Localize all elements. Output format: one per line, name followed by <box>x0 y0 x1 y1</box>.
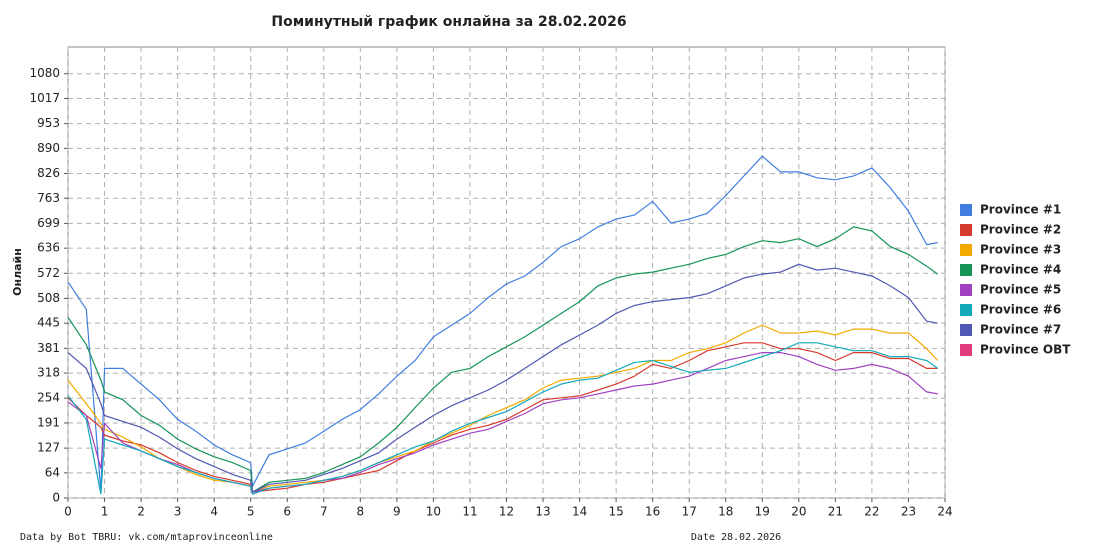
x-tick-label: 13 <box>535 505 550 519</box>
y-tick-label: 191 <box>37 415 60 429</box>
y-tick-label: 127 <box>37 441 60 455</box>
y-tick-label: 381 <box>37 341 60 355</box>
x-tick-label: 1 <box>101 505 109 519</box>
y-tick-label: 826 <box>37 166 60 180</box>
chart-title: Поминутный график онлайна за 28.02.2026 <box>271 14 626 30</box>
legend-swatch <box>960 244 972 256</box>
x-tick-label: 4 <box>210 505 218 519</box>
legend-label: Province #3 <box>980 243 1061 257</box>
legend-swatch <box>960 204 972 216</box>
x-tick-label: 16 <box>645 505 660 519</box>
x-tick-label: 19 <box>755 505 770 519</box>
legend-swatch <box>960 304 972 316</box>
legend-swatch <box>960 264 972 276</box>
x-tick-label: 8 <box>357 505 365 519</box>
x-tick-label: 6 <box>283 505 291 519</box>
footer-left: Data by Bot TBRU: vk.com/mtaprovinceonli… <box>20 532 273 543</box>
legend-label: Province #1 <box>980 203 1061 217</box>
y-tick-label: 445 <box>37 316 60 330</box>
x-tick-label: 10 <box>426 505 441 519</box>
legend-swatch <box>960 344 972 356</box>
y-tick-label: 763 <box>37 191 60 205</box>
y-tick-label: 508 <box>37 291 60 305</box>
y-tick-label: 1080 <box>29 66 60 80</box>
x-tick-label: 20 <box>791 505 806 519</box>
series-line <box>67 263 938 493</box>
x-tick-label: 3 <box>174 505 182 519</box>
x-tick-label: 2 <box>137 505 145 519</box>
series-line <box>67 226 939 494</box>
series-line <box>67 342 939 495</box>
y-tick-label: 1017 <box>29 91 60 105</box>
x-tick-label: 9 <box>393 505 401 519</box>
legend-swatch <box>960 284 972 296</box>
x-tick-label: 24 <box>937 505 952 519</box>
x-tick-label: 0 <box>64 505 72 519</box>
y-tick-label: 890 <box>37 141 60 155</box>
x-tick-label: 15 <box>608 505 623 519</box>
series-line <box>67 324 939 493</box>
legend-label: Province #5 <box>980 283 1061 297</box>
series-line <box>67 342 938 493</box>
legend-label: Province #4 <box>980 263 1061 277</box>
y-tick-label: 953 <box>37 116 60 130</box>
x-tick-label: 21 <box>828 505 843 519</box>
legend-label: Province #6 <box>980 303 1061 317</box>
x-tick-label: 12 <box>499 505 514 519</box>
y-tick-label: 64 <box>45 465 60 479</box>
x-tick-label: 14 <box>572 505 587 519</box>
y-tick-label: 572 <box>37 266 60 280</box>
y-axis-label: Онлайн <box>11 248 24 296</box>
x-tick-label: 18 <box>718 505 733 519</box>
footer-center: Date 28.02.2026 <box>691 532 781 543</box>
legend-label: Province OBT <box>980 343 1071 357</box>
x-tick-label: 23 <box>901 505 916 519</box>
y-tick-label: 699 <box>37 216 60 230</box>
x-tick-label: 17 <box>682 505 697 519</box>
x-tick-label: 11 <box>462 505 477 519</box>
y-tick-label: 254 <box>37 391 60 405</box>
y-tick-label: 318 <box>37 366 60 380</box>
x-tick-label: 7 <box>320 505 328 519</box>
x-tick-label: 5 <box>247 505 255 519</box>
y-tick-label: 0 <box>52 491 60 505</box>
legend-label: Province #2 <box>980 223 1061 237</box>
series-line <box>67 155 938 493</box>
y-tick-label: 636 <box>37 241 60 255</box>
legend-swatch <box>960 224 972 236</box>
legend-swatch <box>960 324 972 336</box>
legend-label: Province #7 <box>980 323 1061 337</box>
x-tick-label: 22 <box>864 505 879 519</box>
